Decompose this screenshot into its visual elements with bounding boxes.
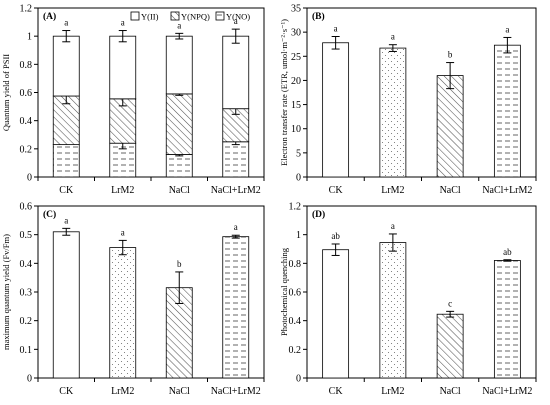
bar (436, 313, 464, 379)
y-tick-label: 0.2 (20, 144, 33, 155)
significance-letter: ab (503, 247, 512, 257)
y-tick-label: 0.6 (20, 88, 33, 99)
panel-label: (C) (43, 209, 56, 220)
significance-letter: b (177, 259, 182, 269)
bar (52, 231, 80, 379)
x-tick-label: CK (59, 185, 74, 196)
legend-label: Y(II) (141, 12, 159, 22)
bar-segment (109, 35, 137, 100)
y-tick-label: 1.2 (289, 202, 302, 213)
x-tick-label: NaCl (440, 386, 461, 397)
significance-letter: a (391, 32, 395, 42)
significance-letter: a (64, 18, 68, 28)
y-tick-label: 0.5 (20, 230, 33, 241)
legend-label: Y(NO) (226, 12, 250, 22)
significance-letter: a (391, 221, 395, 231)
y-tick-label: 35 (291, 4, 301, 15)
significance-letter: b (448, 50, 453, 60)
y-tick-label: 0.6 (20, 202, 33, 213)
bar-segment (222, 141, 250, 178)
x-tick-label: NaCl+LrM2 (482, 185, 532, 196)
significance-letter: a (121, 18, 125, 28)
x-tick-label: LrM2 (381, 386, 404, 397)
y-tick-label: 0 (27, 173, 32, 184)
y-tick-label: 0 (27, 374, 32, 385)
x-tick-label: NaCl (440, 185, 461, 196)
y-tick-label: 0.1 (20, 345, 33, 356)
x-tick-label: LrM2 (381, 185, 404, 196)
bar (379, 242, 407, 379)
legend-swatch (215, 11, 225, 21)
significance-letter: a (334, 23, 338, 33)
bar-segment (52, 144, 80, 178)
y-tick-label: 5 (296, 148, 301, 159)
bar (436, 75, 464, 178)
x-tick-label: NaCl+LrM2 (211, 386, 261, 397)
panel-label: (A) (43, 11, 56, 22)
bar-segment (165, 93, 193, 155)
bar (379, 47, 407, 178)
x-tick-label: NaCl (169, 386, 190, 397)
x-tick-label: NaCl (169, 185, 190, 196)
significance-letter: c (448, 298, 452, 308)
y-tick-label: 10 (291, 124, 301, 135)
y-tick-label: 0.8 (289, 259, 302, 270)
y-tick-label: 1 (296, 230, 301, 241)
y-tick-label: 15 (291, 100, 301, 111)
panel-A: 0 0.2 0.4 0.6 0.8 1 1.2 CK LrM2 NaCl NaCl+LrM2 Quan… (1, 4, 265, 196)
significance-letter: ab (331, 231, 340, 241)
y-tick-label: 1 (27, 32, 32, 43)
y-tick-label: 0.3 (20, 288, 33, 299)
legend-swatch (170, 11, 180, 21)
bar-segment (52, 35, 80, 97)
y-tick-label: 0.4 (289, 316, 302, 327)
y-axis-title: maximum quantum yield (Fv/Fm) (1, 234, 11, 350)
significance-letter: a (177, 20, 181, 30)
bar-segment (222, 35, 250, 110)
significance-letter: a (121, 227, 125, 237)
significance-letter: a (234, 16, 238, 26)
y-tick-label: 20 (291, 76, 301, 87)
y-axis-title: Quantum yield of PSII (1, 54, 11, 131)
panel-B: 0 5 10 15 20 25 30 35 CK LrM2 NaCl NaCl+LrM2 Electro… (279, 4, 537, 196)
x-tick-label: LrM2 (111, 386, 134, 397)
y-tick-label: 0.8 (20, 60, 33, 71)
y-tick-label: 25 (291, 52, 301, 63)
y-tick-label: 1.2 (20, 4, 33, 15)
y-axis-title: Electron transfer rate (ETR, umol·m⁻²·s⁻… (279, 19, 289, 166)
significance-letter: a (234, 222, 238, 232)
x-tick-label: CK (329, 185, 344, 196)
x-tick-label: NaCl+LrM2 (482, 386, 532, 397)
y-tick-label: 0 (296, 173, 301, 184)
y-tick-label: 0.4 (20, 116, 33, 127)
legend-swatch (130, 11, 140, 21)
legend-label: Y(NPQ) (181, 12, 210, 22)
y-tick-label: 0.2 (289, 345, 302, 356)
y-tick-label: 30 (291, 28, 301, 39)
x-tick-label: CK (59, 386, 74, 397)
significance-letter: a (505, 24, 509, 34)
bar (322, 42, 350, 178)
y-tick-label: 0.2 (20, 316, 33, 327)
x-tick-label: CK (329, 386, 344, 397)
panel-D: 0 0.2 0.4 0.6 0.8 1 1.2 CK LrM2 NaCl NaCl+LrM2 Phot… (279, 202, 537, 397)
y-tick-label: 0 (296, 374, 301, 385)
bar (322, 249, 350, 379)
bar (493, 44, 521, 178)
y-tick-label: 0.4 (20, 259, 33, 270)
y-axis-title: Photochemical quenching (279, 247, 289, 336)
bar (493, 260, 521, 379)
x-tick-label: NaCl+LrM2 (211, 185, 261, 196)
bar-segment (165, 35, 193, 95)
panel-label: (B) (312, 11, 325, 22)
panel-C: 0 0.1 0.2 0.3 0.4 0.5 0.6 CK LrM2 NaCl NaCl+LrM2 ma… (1, 202, 265, 397)
x-tick-label: LrM2 (111, 185, 134, 196)
bar (109, 247, 137, 379)
panel-label: (D) (312, 209, 325, 220)
bar-segment (165, 154, 193, 178)
y-tick-label: 0.6 (289, 288, 302, 299)
bar (222, 236, 250, 379)
significance-letter: a (64, 215, 68, 225)
